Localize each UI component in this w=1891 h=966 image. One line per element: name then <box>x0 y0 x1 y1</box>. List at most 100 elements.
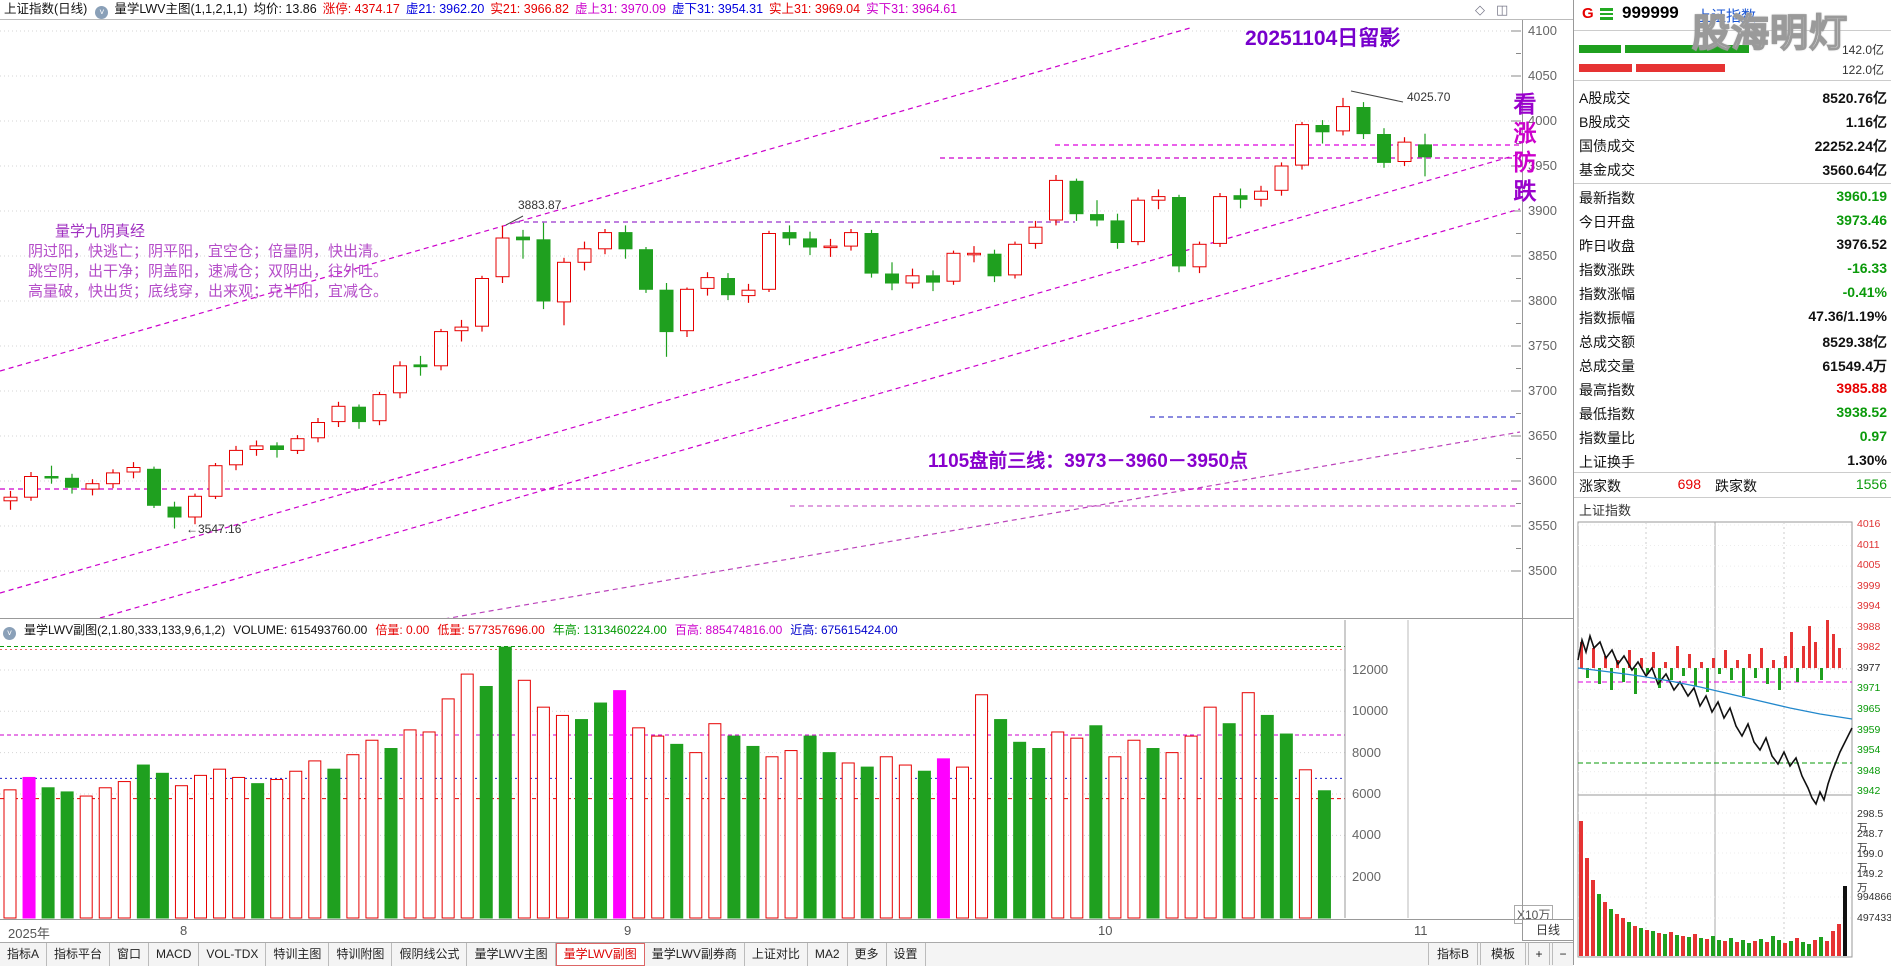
poem-line: 阴过阳，快逃亡；阴平阳，宜空仓；倍量阴，快出清。 <box>28 243 389 260</box>
price-axis-label: 3700 <box>1528 383 1557 398</box>
high-price-annotation: 4025.70 <box>1407 90 1451 104</box>
field-百高: 百高: 885474816.00 <box>674 623 783 637</box>
tab-更多[interactable]: 更多 <box>848 943 887 966</box>
tab-量学LWV副券商[interactable]: 量学LWV副券商 <box>645 943 745 966</box>
mini-volume-label: 994866 <box>1857 891 1891 903</box>
pane-divider[interactable] <box>0 618 1573 619</box>
outflow-bar <box>1579 64 1632 72</box>
price-axis-label: 3800 <box>1528 293 1557 308</box>
tab-MA2[interactable]: MA2 <box>808 943 848 966</box>
mini-price-label: 3971 <box>1857 682 1881 695</box>
tab-量学LWV主图[interactable]: 量学LWV主图 <box>467 943 556 966</box>
date-label: 8 <box>180 923 188 938</box>
field-涨停: 涨停: 4374.17 <box>322 2 400 16</box>
panel-divider[interactable] <box>1573 0 1574 965</box>
right-quote-panel: G 999999 上证指数 142.0亿 122.0亿 A股成交 8520.76亿… <box>1574 0 1891 965</box>
stock-name[interactable]: 上证指数 <box>1696 8 1757 25</box>
panel-row-上证换手: 上证换手 1.30% <box>1579 452 1887 470</box>
poem-block: 量学九阴真经 阴过阳，快逃亡；阴平阳，宜空仓；倍量阴，快出清。 跳空阴，出干净；… <box>28 222 388 302</box>
tab-特训附图[interactable]: 特训附图 <box>329 943 393 966</box>
chevron-circle-icon[interactable]: ˅ <box>95 6 109 19</box>
tab-MACD[interactable]: MACD <box>149 943 200 966</box>
tab-量学LWV副图[interactable]: 量学LWV副图 <box>555 943 645 966</box>
mini-price-label: 3959 <box>1857 723 1881 736</box>
price-axis-label: 3950 <box>1528 158 1557 173</box>
field-虚下31: 虚下31: 3954.31 <box>671 2 764 16</box>
field-实21: 实21: 3966.82 <box>490 2 569 16</box>
panel-row-总成交额: 总成交额 8529.38亿 <box>1579 334 1887 350</box>
tab-VOL-TDX[interactable]: VOL-TDX <box>199 943 267 966</box>
mini-volume-label: 298.5万 <box>1857 808 1884 834</box>
volume-indicator-bar: ˅ 量学LWV副图(2,1.80,333,133,9,6,1,2) VOLUME: … <box>0 621 1523 640</box>
date-axis-row: 2025年 8 9 10 11 <box>0 919 1522 943</box>
field-VOLUME: VOLUME: 615493760.00 <box>233 623 368 637</box>
mini-price-label: 4011 <box>1857 538 1880 551</box>
zoom-out-button[interactable]: − <box>1552 942 1574 965</box>
mini-price-label: 4005 <box>1857 559 1881 572</box>
tab-上证对比[interactable]: 上证对比 <box>745 943 808 966</box>
tab-indicator-b[interactable]: 指标B <box>1428 942 1478 965</box>
mini-volume-label: 248.7万 <box>1857 828 1884 854</box>
mini-price-label: 3994 <box>1857 600 1881 613</box>
poem-line: 跳空阴，出干净；阴盖阳，速减仓；双阴出，往外吐。 <box>28 263 389 280</box>
peak-price-annotation: 3883.87 <box>518 198 562 212</box>
tab-设置[interactable]: 设置 <box>887 943 926 966</box>
mini-price-label: 3988 <box>1857 620 1881 633</box>
zoom-in-button[interactable]: + <box>1528 942 1550 965</box>
stock-code[interactable]: 999999 <box>1622 3 1679 22</box>
tab-template[interactable]: 模板 <box>1480 942 1526 965</box>
date-label: 10 <box>1098 923 1113 938</box>
advancers-count: 698 <box>1677 476 1701 492</box>
mini-intraday-chart[interactable] <box>1573 518 1891 965</box>
volume-axis-label: 2000 <box>1352 868 1381 884</box>
price-axis-label: 3500 <box>1528 563 1557 578</box>
field-近高: 近高: 675615424.00 <box>790 623 898 637</box>
price-axis-label: 3900 <box>1528 203 1557 218</box>
panel-row-最低指数: 最低指数 3938.52 <box>1579 404 1887 422</box>
chevron-circle-icon[interactable]: ˅ <box>3 627 16 640</box>
poem-title: 量学九阴真经 <box>55 223 146 240</box>
mini-price-label: 4016 <box>1857 518 1881 530</box>
volume-axis-label: 10000 <box>1352 703 1389 719</box>
main-candlestick-chart[interactable] <box>0 20 1522 618</box>
field-虚21: 虚21: 3962.20 <box>405 2 485 16</box>
low-price-annotation: ←3547.16 <box>186 522 242 536</box>
diamond-icon[interactable]: ◇ <box>1475 2 1485 17</box>
field-虚上31: 虚上31: 3970.09 <box>574 2 666 16</box>
price-axis-label: 3600 <box>1528 473 1557 488</box>
volume-indicator-title[interactable]: 量学LWV副图(2,1.80,333,133,9,6,1,2) <box>24 623 226 637</box>
field-实下31: 实下31: 3964.61 <box>866 2 958 16</box>
symbol-period-label[interactable]: 上证指数(日线) <box>4 2 88 16</box>
tab-窗口[interactable]: 窗口 <box>110 943 150 966</box>
tab-指标A[interactable]: 指标A <box>0 943 48 966</box>
field-倍量: 倍量: 0.00 <box>375 623 430 637</box>
snapshot-date-note: 20251104日留影 <box>1245 27 1401 50</box>
volume-indicator-values: VOLUME: 615493760.00 倍量: 0.00 低量: 57735769… <box>233 623 905 637</box>
tab-指标平台[interactable]: 指标平台 <box>47 943 111 966</box>
list-icon[interactable] <box>1600 8 1613 20</box>
volume-axis-label: 4000 <box>1352 827 1381 843</box>
mini-chart-title: 上证指数 <box>1579 503 1632 518</box>
panel-row-基金成交: 基金成交 3560.64亿 <box>1579 162 1887 178</box>
poem-line: 高量破，快出货；底线穿，出来观；克半阳，宜减仓。 <box>28 283 389 300</box>
tab-假阴线公式[interactable]: 假阴线公式 <box>392 943 468 966</box>
inflow-bar <box>1579 45 1621 53</box>
price-axis-label: 3750 <box>1528 338 1557 353</box>
volume-axis-label: 12000 <box>1352 661 1389 677</box>
panel-row-国债成交: 国债成交 22252.24亿 <box>1579 138 1887 154</box>
split-window-icon[interactable]: ◫ <box>1496 2 1509 17</box>
period-label[interactable]: 日线 <box>1522 919 1574 941</box>
watermark: 股海明灯 <box>1691 12 1849 56</box>
date-label: 2025年 <box>8 926 50 941</box>
price-axis-label: 3550 <box>1528 518 1557 533</box>
panel-row-最高指数: 最高指数 3985.88 <box>1579 380 1887 398</box>
volume-chart[interactable] <box>0 620 1522 941</box>
indicator-values: 均价: 13.86 涨停: 4374.17 虚21: 3962.20 实21: 396… <box>253 2 963 16</box>
mini-price-label: 3999 <box>1857 579 1881 592</box>
tab-特训主图[interactable]: 特训主图 <box>266 943 330 966</box>
inflow-bar <box>1625 45 1749 53</box>
field-均价: 均价: 13.86 <box>253 2 317 16</box>
mini-price-label: 3977 <box>1857 661 1881 674</box>
advance-decline-row: 涨家数 698 跌家数 1556 <box>1579 476 1887 494</box>
main-indicator-title[interactable]: 量学LWV主图(1,1,2,1,1) <box>114 2 248 16</box>
